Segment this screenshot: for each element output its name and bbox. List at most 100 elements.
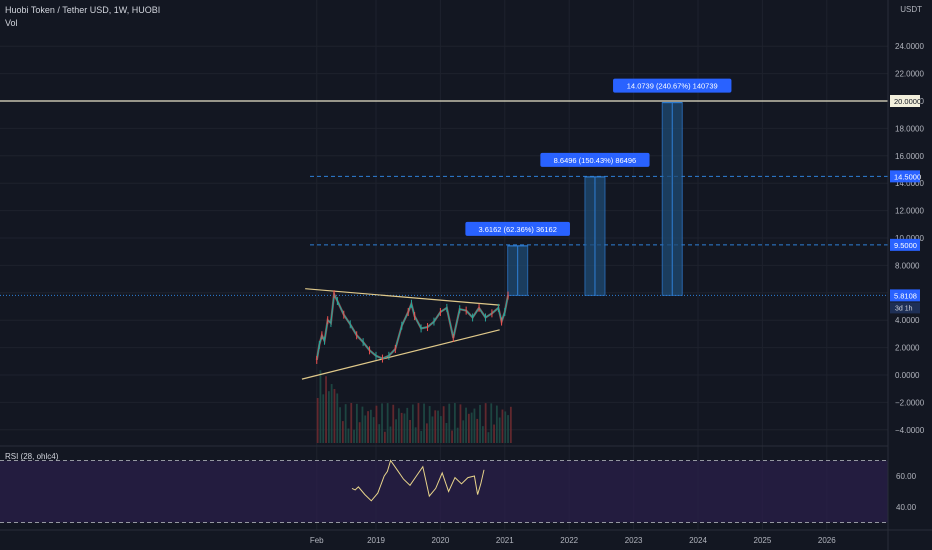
projection-label-box [465, 221, 570, 236]
rsi-axis-tick: 40.00 [896, 503, 917, 512]
volume-bar [423, 403, 425, 443]
volume-bar [400, 412, 403, 443]
volume-bar [350, 403, 353, 443]
volume-bar [378, 424, 381, 443]
volume-bar [383, 431, 386, 443]
rsi-band [0, 460, 888, 523]
volume-bar [453, 403, 456, 443]
time-axis-label: 2025 [754, 536, 772, 545]
volume-bar [395, 419, 397, 443]
level-price-tag-text: 9.5000 [894, 241, 917, 250]
volume-bar [344, 404, 347, 443]
level-price-tag-text: 20.0000 [894, 97, 921, 106]
volume-bar [420, 430, 423, 443]
price-axis-tick: 2.0000 [895, 344, 920, 353]
time-axis-label: 2021 [496, 536, 514, 545]
volume-bar [442, 406, 445, 443]
volume-bar [389, 426, 392, 443]
currency-label: USDT [900, 5, 922, 14]
time-axis-label: Feb [310, 536, 324, 545]
trendline [301, 329, 500, 380]
volume-bar [325, 376, 327, 443]
volume-bar [339, 407, 341, 443]
projection-label-box [613, 78, 732, 93]
volume-bar [467, 413, 470, 443]
volume-bar [372, 417, 375, 443]
volume-bar [355, 403, 358, 443]
price-axis-tick: 12.0000 [895, 207, 924, 216]
rsi-label: RSI (28, ohlc4) [5, 452, 59, 461]
volume-bar [319, 370, 322, 443]
price-axis-tick: 18.0000 [895, 124, 924, 133]
level-price-tag-text: 14.5000 [894, 172, 921, 181]
volume-bar [465, 407, 467, 443]
volume-bar [498, 417, 501, 443]
level-countdown-tag [890, 302, 920, 314]
volume-bar [434, 410, 437, 443]
volume-bar [341, 421, 344, 443]
volume-bar [428, 406, 431, 443]
volume-bar [493, 424, 495, 443]
volume-bar [495, 405, 498, 443]
volume-bar [403, 413, 406, 443]
volume-bar [353, 429, 355, 443]
price-axis-tick: 0.0000 [895, 371, 920, 380]
rsi-series [351, 459, 485, 502]
volume-bar [375, 405, 378, 443]
volume-bar [316, 398, 319, 443]
volume-bar [322, 394, 325, 443]
rsi-axis-tick: 60.00 [896, 472, 917, 481]
volume-bar [417, 403, 420, 443]
volume-bar [439, 416, 442, 443]
volume-bar [456, 427, 459, 443]
volume-bar [411, 404, 414, 443]
level-price-tag [890, 289, 920, 302]
trendline [305, 288, 500, 306]
volume-bar [406, 407, 409, 443]
volume-bar [361, 406, 364, 443]
volume-bar [470, 412, 473, 443]
volume-bar [358, 422, 361, 443]
volume-bar [509, 406, 512, 443]
volume-bar [381, 403, 383, 443]
volume-bar [487, 432, 490, 443]
volume-bar [409, 419, 411, 443]
volume-bar [473, 408, 476, 443]
level-price-tag [890, 170, 920, 183]
projection-label: 8.6496 (150.43%) 86496 [554, 156, 637, 165]
volume-bar [392, 404, 395, 443]
volume-bar [386, 403, 389, 443]
volume-bar [414, 427, 417, 443]
time-axis-label: 2020 [432, 536, 450, 545]
time-axis-label: 2019 [367, 536, 385, 545]
volume-bar [484, 403, 487, 443]
volume-bar [336, 393, 339, 443]
volume-bar [437, 410, 439, 443]
volume-bar [504, 411, 507, 443]
price-axis-tick: 14.0000 [895, 179, 924, 188]
volume-bar [397, 408, 400, 443]
volume-bar [479, 404, 481, 443]
time-axis-label: 2022 [560, 536, 578, 545]
volume-bar [431, 416, 434, 443]
price-axis-tick: 10.0000 [895, 234, 924, 243]
level-price-tag-text: 5.8108 [894, 291, 917, 300]
projection-label-box [540, 152, 650, 167]
volume-label: Vol [5, 18, 18, 28]
time-axis-label: 2026 [818, 536, 836, 545]
time-axis-label: 2023 [625, 536, 643, 545]
projection-label: 3.6162 (62.36%) 36162 [478, 225, 556, 234]
price-axis-bg [888, 0, 932, 550]
price-axis-tick: −4.0000 [895, 426, 925, 435]
volume-bar [369, 409, 372, 443]
price-axis-tick: 16.0000 [895, 152, 924, 161]
chart-title: Huobi Token / Tether USD, 1W, HUOBI [5, 5, 161, 15]
volume-bar [451, 430, 453, 443]
price-axis-tick: 22.0000 [895, 70, 924, 79]
time-axis-label: 2024 [689, 536, 707, 545]
projection-label: 14.0739 (240.67%) 140739 [627, 82, 718, 91]
volume-bar [507, 415, 509, 443]
volume-bar [490, 403, 493, 443]
volume-bar [367, 411, 369, 443]
